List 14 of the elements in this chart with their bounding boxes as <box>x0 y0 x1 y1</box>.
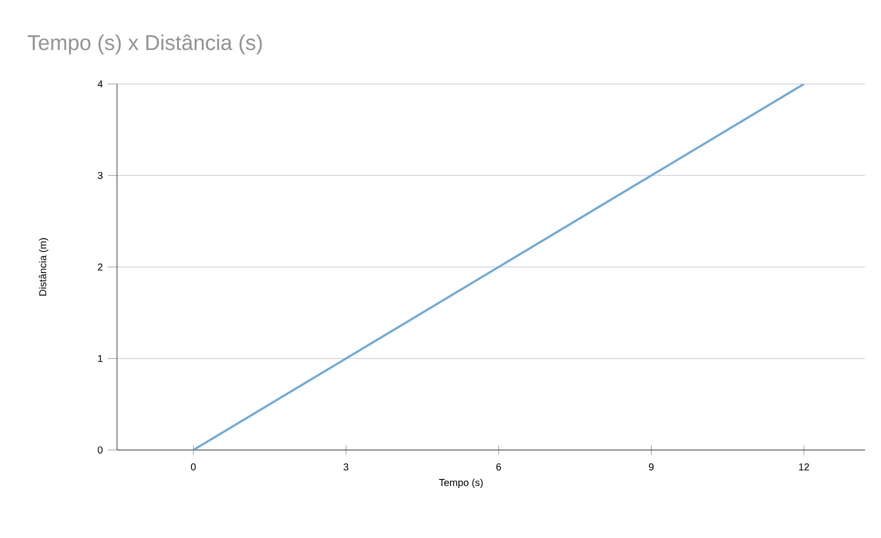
y-tick-label: 4 <box>98 80 103 88</box>
x-axis-title: Tempo (s) <box>439 478 483 488</box>
y-tick-label: 3 <box>98 172 103 180</box>
y-tick-label: 1 <box>98 355 102 362</box>
chart-title: Tempo (s) x Distância (s) <box>28 34 262 54</box>
y-tick-label: 2 <box>98 263 102 270</box>
x-tick-label: 6 <box>496 463 501 470</box>
x-tick-label: 12 <box>799 463 809 470</box>
x-tick-label: 3 <box>344 463 348 470</box>
x-tick-label: 0 <box>190 463 196 470</box>
line-series <box>192 84 806 450</box>
y-tick-label: 0 <box>98 446 103 454</box>
x-tick-label: 9 <box>648 463 654 470</box>
y-axis-title: Distância (m) <box>38 238 48 296</box>
